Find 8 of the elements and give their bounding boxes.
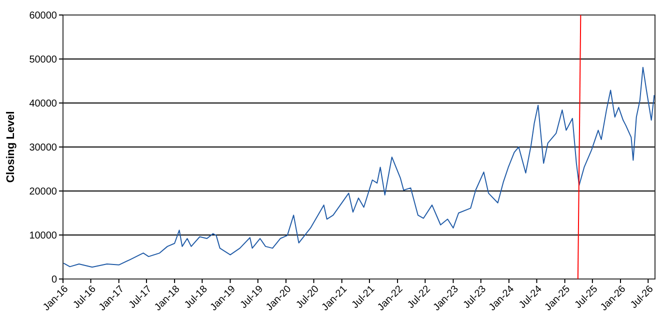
y-tick-label: 50000	[29, 54, 58, 66]
y-tick-label: 20000	[29, 186, 58, 198]
y-tick-label: 30000	[29, 142, 58, 154]
y-axis-title: Closing Level	[5, 111, 17, 183]
y-tick-label: 40000	[29, 98, 58, 110]
y-tick-label: 10000	[29, 230, 58, 242]
y-tick-label: 0	[51, 274, 58, 286]
y-tick-label: 60000	[29, 10, 58, 22]
